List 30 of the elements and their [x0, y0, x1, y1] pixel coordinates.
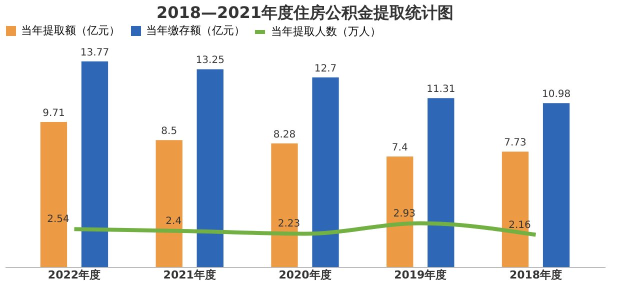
bar — [40, 122, 68, 267]
chart-title: 2018—2021年度住房公积金提取统计图 — [156, 3, 454, 22]
legend-label: 当年缴存额（亿元） — [146, 24, 245, 37]
x-tick-label: 2020年度 — [278, 268, 332, 282]
x-tick-label: 2019年度 — [394, 268, 447, 282]
data-label: 9.71 — [42, 108, 65, 120]
bar — [428, 98, 454, 267]
data-label: 13.77 — [80, 47, 110, 58]
bar — [502, 152, 529, 267]
data-label: 12.7 — [314, 63, 337, 74]
bar — [386, 156, 414, 267]
bar — [156, 140, 182, 267]
data-label: 7.73 — [504, 138, 526, 149]
bar — [312, 77, 339, 267]
data-label: 8.5 — [161, 126, 178, 138]
data-label: 10.98 — [542, 89, 571, 100]
bar — [196, 69, 224, 267]
x-tick-label: 2018年度 — [509, 268, 562, 282]
data-label: 7.4 — [392, 142, 408, 154]
bar — [271, 143, 298, 267]
data-label: 13.25 — [196, 55, 224, 66]
data-label: 11.31 — [426, 84, 456, 96]
data-label: 8.28 — [273, 129, 296, 140]
bar — [81, 61, 108, 267]
x-tick-label: 2022年度 — [48, 268, 101, 282]
bar — [542, 103, 570, 267]
legend-label: 当年提取人数（万人） — [271, 25, 381, 38]
data-label: 2.4 — [166, 216, 182, 228]
x-tick-label: 2021年度 — [163, 268, 216, 282]
legend-label: 当年提取额（亿元） — [21, 24, 120, 37]
